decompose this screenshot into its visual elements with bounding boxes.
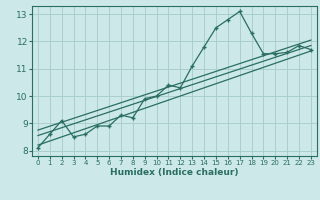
X-axis label: Humidex (Indice chaleur): Humidex (Indice chaleur) [110, 168, 239, 177]
